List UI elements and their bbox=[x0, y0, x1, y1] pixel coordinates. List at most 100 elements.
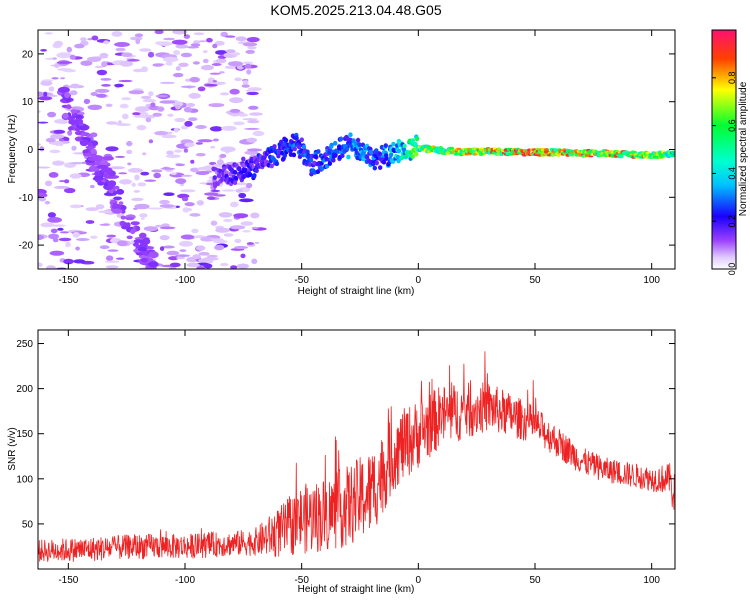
heatmap-track-mark bbox=[228, 166, 233, 172]
y-tick-label: 150 bbox=[16, 429, 33, 440]
heatmap-noise-blob bbox=[70, 83, 80, 89]
heatmap-streak-blob bbox=[114, 185, 120, 190]
heatmap-noise-blob bbox=[209, 72, 221, 75]
heatmap-noise-blob bbox=[46, 94, 58, 97]
x-tick-label: -50 bbox=[294, 275, 309, 286]
heatmap-track-mark bbox=[391, 141, 396, 147]
heatmap-noise-blob bbox=[114, 42, 130, 47]
x-tick-label: 100 bbox=[643, 275, 660, 286]
heatmap-noise-blob bbox=[170, 172, 177, 176]
heatmap-noise-blob bbox=[44, 180, 53, 187]
heatmap-streak-blob bbox=[68, 119, 79, 125]
heatmap-noise-blob bbox=[137, 182, 147, 187]
heatmap-noise-blob bbox=[210, 145, 216, 149]
heatmap-noise-blob bbox=[230, 265, 238, 269]
heatmap-noise-blob bbox=[190, 167, 200, 173]
heatmap-noise-blob bbox=[90, 235, 98, 239]
heatmap-noise-blob bbox=[184, 202, 195, 207]
heatmap-streak-blob bbox=[85, 145, 96, 149]
heatmap-noise-blob bbox=[134, 33, 144, 38]
heatmap-noise-blob bbox=[41, 79, 54, 82]
heatmap-noise-blob bbox=[43, 81, 49, 83]
spectrogram-data bbox=[38, 30, 675, 269]
heatmap-noise-blob bbox=[221, 125, 237, 131]
heatmap-noise-blob bbox=[208, 103, 225, 108]
heatmap-track-mark bbox=[381, 159, 387, 165]
heatmap-noise-blob bbox=[106, 234, 116, 238]
heatmap-noise-blob bbox=[143, 226, 158, 232]
heatmap-noise-blob bbox=[203, 256, 219, 261]
heatmap-noise-blob bbox=[183, 148, 189, 153]
heatmap-streak-blob bbox=[104, 192, 112, 196]
heatmap-noise-blob bbox=[251, 258, 258, 265]
heatmap-track-mark bbox=[364, 154, 370, 160]
heatmap-noise-blob bbox=[218, 212, 233, 218]
heatmap-noise-blob bbox=[69, 173, 82, 179]
heatmap-noise-blob bbox=[121, 97, 132, 101]
heatmap-noise-blob bbox=[48, 172, 59, 178]
heatmap-noise-blob bbox=[133, 115, 148, 118]
heatmap-noise-blob bbox=[45, 265, 57, 269]
heatmap-streak-blob bbox=[137, 246, 147, 252]
heatmap-noise-blob bbox=[127, 168, 143, 173]
heatmap-noise-blob bbox=[224, 65, 238, 70]
heatmap-noise-blob bbox=[135, 38, 141, 45]
heatmap-noise-blob bbox=[204, 84, 218, 87]
heatmap-noise-blob bbox=[215, 58, 227, 64]
heatmap-noise-blob bbox=[116, 123, 131, 126]
heatmap-noise-blob bbox=[172, 101, 184, 107]
heatmap-noise-blob bbox=[250, 212, 260, 219]
heatmap-noise-blob bbox=[185, 78, 191, 82]
heatmap-noise-blob bbox=[181, 174, 193, 177]
heatmap-noise-blob bbox=[63, 187, 76, 194]
heatmap-noise-blob bbox=[99, 245, 110, 250]
heatmap-noise-blob bbox=[47, 217, 62, 223]
heatmap-noise-blob bbox=[229, 108, 241, 113]
heatmap-noise-blob bbox=[233, 213, 249, 219]
heatmap-noise-blob bbox=[163, 56, 179, 63]
heatmap-streak-blob bbox=[139, 232, 147, 239]
heatmap-noise-blob bbox=[121, 52, 133, 57]
heatmap-noise-blob bbox=[242, 42, 258, 47]
heatmap-noise-blob bbox=[196, 266, 206, 269]
heatmap-noise-blob bbox=[175, 178, 187, 185]
heatmap-noise-blob bbox=[248, 87, 262, 92]
heatmap-noise-blob bbox=[53, 185, 70, 189]
x-tick-label: 100 bbox=[643, 575, 660, 586]
heatmap-noise-blob bbox=[87, 104, 103, 111]
heatmap-noise-blob bbox=[96, 93, 107, 98]
heatmap-noise-blob bbox=[118, 79, 133, 83]
heatmap-noise-blob bbox=[200, 64, 214, 71]
heatmap-noise-blob bbox=[105, 255, 114, 261]
heatmap-noise-blob bbox=[105, 146, 119, 152]
heatmap-noise-blob bbox=[52, 57, 57, 60]
heatmap-noise-blob bbox=[40, 49, 47, 52]
heatmap-streak-blob bbox=[115, 188, 125, 195]
heatmap-noise-blob bbox=[89, 184, 95, 189]
heatmap-track-mark bbox=[328, 144, 334, 150]
heatmap-noise-blob bbox=[188, 92, 201, 99]
heatmap-noise-blob bbox=[56, 52, 72, 59]
heatmap-noise-blob bbox=[193, 32, 205, 36]
heatmap-noise-blob bbox=[247, 46, 257, 50]
heatmap-noise-blob bbox=[223, 233, 234, 237]
heatmap-noise-blob bbox=[222, 189, 236, 192]
heatmap-noise-blob bbox=[238, 113, 248, 117]
heatmap-noise-blob bbox=[248, 105, 259, 110]
heatmap-noise-blob bbox=[159, 204, 175, 208]
heatmap-noise-blob bbox=[188, 117, 198, 121]
heatmap-noise-blob bbox=[242, 118, 258, 121]
heatmap-track-mark bbox=[672, 151, 675, 155]
heatmap-track-mark bbox=[294, 135, 299, 141]
heatmap-noise-blob bbox=[200, 236, 215, 242]
chart-title: KOM5.2025.213.04.48.G05 bbox=[270, 2, 441, 18]
heatmap-noise-blob bbox=[242, 61, 254, 65]
heatmap-noise-blob bbox=[178, 62, 189, 67]
snr-xlabel: Height of straight line (km) bbox=[298, 584, 415, 595]
spectrogram-ylabel: Frequency (Hz) bbox=[7, 115, 18, 184]
x-tick-label: -150 bbox=[58, 575, 78, 586]
heatmap-noise-blob bbox=[172, 30, 188, 35]
heatmap-noise-blob bbox=[202, 58, 209, 64]
heatmap-noise-blob bbox=[126, 59, 140, 62]
heatmap-noise-blob bbox=[236, 182, 248, 186]
